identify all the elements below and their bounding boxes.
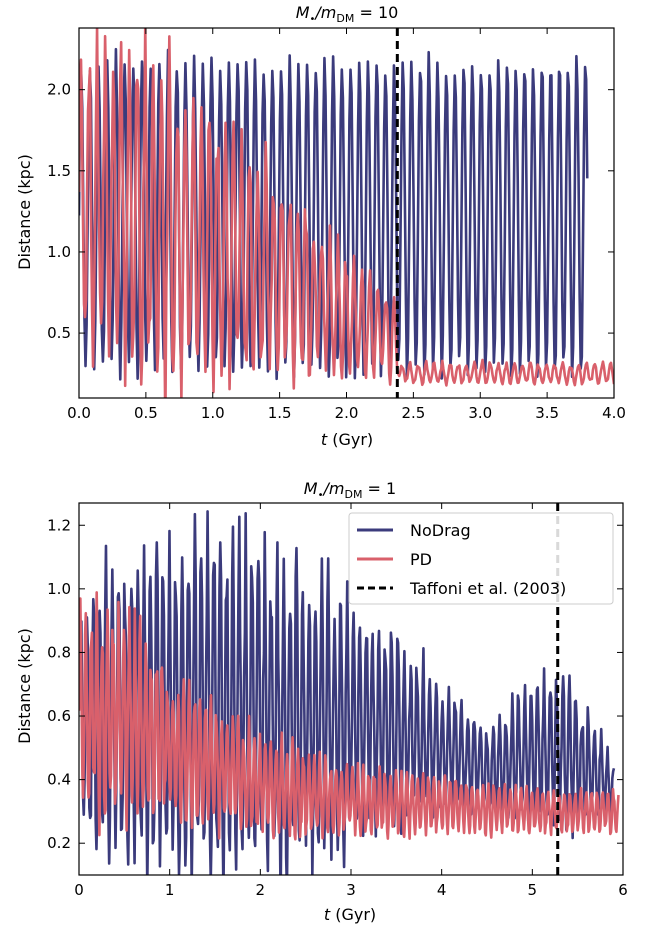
legend-label-nodrag: NoDrag bbox=[410, 521, 471, 540]
x-tick-label: 0.5 bbox=[134, 404, 158, 422]
y-tick-label: 0.6 bbox=[47, 707, 71, 725]
series-pd bbox=[79, 28, 614, 398]
panel-title: M•/mDM = 1 bbox=[304, 479, 396, 501]
series-nodrag bbox=[79, 510, 616, 875]
legend-box bbox=[348, 512, 614, 605]
x-axis-label: t (Gyr) bbox=[321, 430, 373, 449]
y-tick-label: 0.8 bbox=[47, 643, 71, 661]
y-tick-label: 1.0 bbox=[47, 580, 71, 598]
x-tick-label: 2.5 bbox=[401, 404, 425, 422]
x-tick-label: 3 bbox=[346, 881, 356, 899]
x-tick-label: 3.0 bbox=[468, 404, 492, 422]
x-tick-label: 1.5 bbox=[268, 404, 292, 422]
panel-top: M•/mDM = 10 0.0 0.5 1.0 1.5 2.0 2.5 3.0 3.5 4.0 0… bbox=[15, 3, 626, 449]
x-tick-label: 6 bbox=[618, 881, 628, 899]
x-tick-label: 4 bbox=[437, 881, 447, 899]
x-tick-label: 1 bbox=[165, 881, 175, 899]
x-tick-label: 0 bbox=[74, 881, 84, 899]
legend-label-taffoni: Taffoni et al. (2003) bbox=[409, 579, 566, 598]
x-tick-label: 5 bbox=[528, 881, 538, 899]
panel-bottom: M•/mDM = 1 0 1 2 3 4 5 6 0.2 0.4 0.6 0.8 1.0 1.2 t (… bbox=[15, 479, 628, 924]
y-tick-label: 1.5 bbox=[47, 162, 71, 180]
panel-title: M•/mDM = 10 bbox=[296, 3, 399, 25]
y-tick-label: 1.0 bbox=[47, 243, 71, 261]
legend-label-pd: PD bbox=[410, 550, 432, 569]
y-tick-label: 1.2 bbox=[47, 516, 71, 534]
x-tick-label: 4.0 bbox=[602, 404, 626, 422]
x-tick-label: 1.0 bbox=[201, 404, 225, 422]
y-tick-label: 2.0 bbox=[47, 81, 71, 99]
legend: NoDrag PD Taffoni et al. (2003) bbox=[348, 512, 614, 605]
y-axis-label: Distance (kpc) bbox=[15, 154, 34, 270]
plot-area bbox=[79, 503, 620, 875]
y-tick-label: 0.4 bbox=[47, 771, 71, 789]
x-tick-label: 2.0 bbox=[335, 404, 359, 422]
x-tick-label: 3.5 bbox=[535, 404, 559, 422]
plot-area bbox=[79, 28, 614, 398]
y-tick-label: 0.2 bbox=[47, 834, 71, 852]
x-tick-label: 0.0 bbox=[67, 404, 91, 422]
y-axis-label: Distance (kpc) bbox=[15, 628, 34, 744]
series-pd bbox=[79, 591, 620, 841]
y-tick-label: 0.5 bbox=[47, 324, 71, 342]
x-axis-label: t (Gyr) bbox=[324, 905, 376, 924]
x-tick-label: 2 bbox=[256, 881, 266, 899]
